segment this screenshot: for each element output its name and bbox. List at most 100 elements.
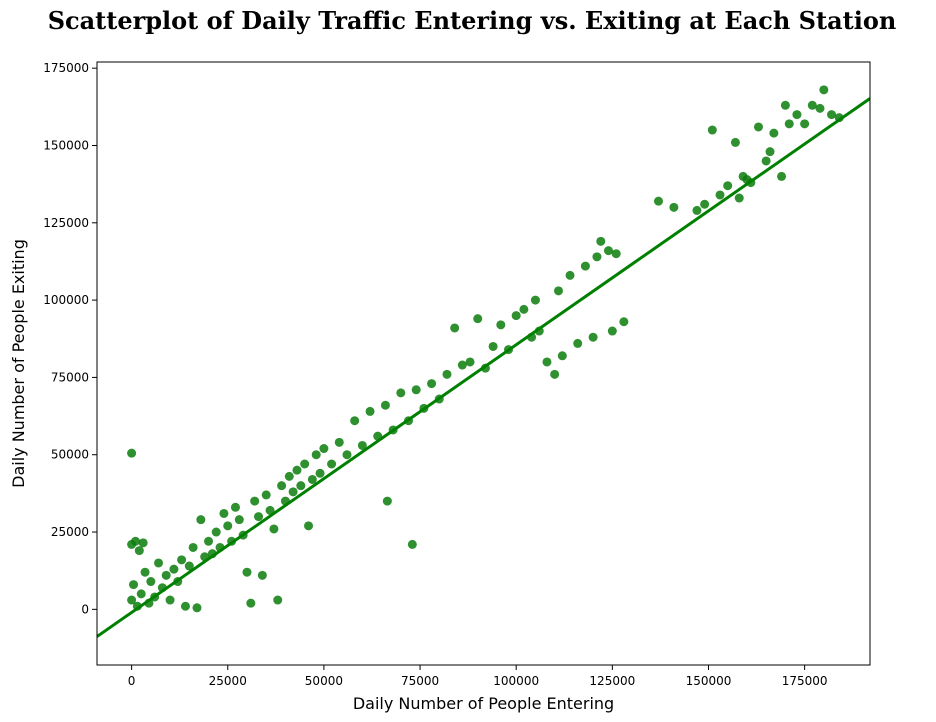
y-tick-label: 25000 — [51, 525, 89, 539]
data-point — [427, 379, 437, 389]
data-point — [607, 326, 617, 336]
data-point — [669, 202, 679, 212]
data-point — [211, 527, 221, 537]
data-point — [553, 286, 563, 296]
data-point — [140, 567, 150, 577]
chart-title: Scatterplot of Daily Traffic Entering vs… — [48, 6, 897, 35]
data-point — [723, 181, 733, 191]
y-tick-label: 0 — [81, 602, 89, 616]
x-tick-label: 75000 — [401, 674, 439, 688]
data-point — [254, 512, 264, 522]
data-point — [611, 249, 621, 259]
regression-layer — [97, 97, 870, 638]
y-tick-label: 75000 — [51, 370, 89, 384]
data-point — [592, 252, 602, 262]
data-point — [134, 546, 144, 556]
data-point — [319, 444, 329, 454]
data-point — [557, 351, 567, 361]
data-point — [129, 580, 139, 590]
data-point — [288, 487, 298, 497]
data-point — [819, 85, 829, 95]
y-tick-label: 50000 — [51, 448, 89, 462]
data-point — [780, 100, 790, 110]
data-point — [250, 496, 260, 506]
data-point — [457, 360, 467, 370]
data-point — [257, 570, 267, 580]
data-point — [161, 570, 171, 580]
data-point — [603, 246, 613, 256]
data-point — [573, 338, 583, 348]
data-point — [769, 128, 779, 138]
data-point — [588, 332, 598, 342]
data-point — [242, 567, 252, 577]
data-point — [246, 598, 256, 608]
data-point — [180, 601, 190, 611]
data-point — [565, 270, 575, 280]
x-tick-label: 150000 — [686, 674, 732, 688]
data-point — [130, 536, 140, 546]
data-point — [265, 505, 275, 515]
x-tick-label: 100000 — [493, 674, 539, 688]
data-point — [596, 236, 606, 246]
data-point — [792, 110, 802, 120]
data-point — [753, 122, 763, 132]
data-point — [765, 147, 775, 157]
data-point — [550, 369, 560, 379]
data-point — [261, 490, 271, 500]
data-point — [411, 385, 421, 395]
data-point — [382, 496, 392, 506]
y-axis-label: Daily Number of People Exiting — [9, 239, 28, 488]
data-point — [292, 465, 302, 475]
data-point — [230, 502, 240, 512]
data-point — [365, 406, 375, 416]
data-point — [165, 595, 175, 605]
data-point — [219, 508, 229, 518]
data-point — [807, 100, 817, 110]
data-point — [127, 448, 137, 458]
data-point — [273, 595, 283, 605]
data-point — [700, 199, 710, 209]
data-point — [334, 437, 344, 447]
x-tick-label: 175000 — [782, 674, 828, 688]
data-point — [184, 561, 194, 571]
data-point — [269, 524, 279, 534]
data-point — [304, 521, 314, 531]
data-point — [734, 193, 744, 203]
y-tick-label: 175000 — [43, 61, 89, 75]
data-point — [357, 440, 367, 450]
data-point — [761, 156, 771, 166]
x-tick-label: 25000 — [209, 674, 247, 688]
data-point — [519, 304, 529, 314]
data-point — [315, 468, 325, 478]
data-point — [542, 357, 552, 367]
data-point — [300, 459, 310, 469]
data-point — [473, 314, 483, 324]
data-point — [715, 190, 725, 200]
y-tick-label: 125000 — [43, 216, 89, 230]
x-tick-label: 125000 — [589, 674, 635, 688]
data-point — [815, 103, 825, 113]
data-point — [450, 323, 460, 333]
data-point — [407, 539, 417, 549]
data-point — [488, 341, 498, 351]
data-point — [465, 357, 475, 367]
data-point — [204, 536, 214, 546]
x-tick-label: 0 — [128, 674, 136, 688]
data-point — [784, 119, 794, 129]
data-point — [380, 400, 390, 410]
data-point — [653, 196, 663, 206]
data-point — [827, 110, 837, 120]
data-point — [223, 521, 233, 531]
data-point — [196, 515, 206, 525]
data-point — [192, 603, 202, 613]
data-point — [619, 317, 629, 327]
data-point — [580, 261, 590, 271]
regression-line — [97, 97, 870, 638]
data-point — [177, 555, 187, 565]
plot-background — [97, 62, 870, 665]
data-point — [442, 369, 452, 379]
data-point — [284, 471, 294, 481]
data-point — [307, 474, 317, 484]
y-tick-label: 150000 — [43, 138, 89, 152]
